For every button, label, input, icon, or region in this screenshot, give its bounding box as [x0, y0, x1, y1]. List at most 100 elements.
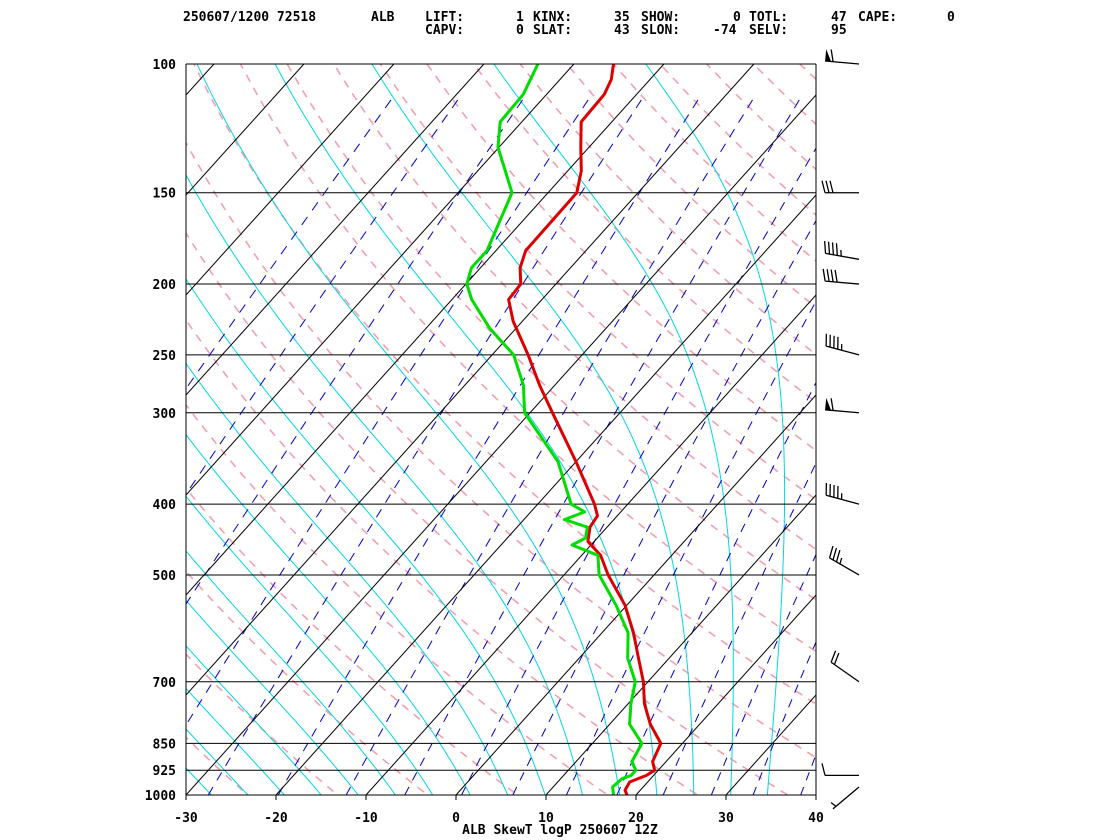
moist-adiabat-line	[196, 64, 621, 795]
mixing-ratio-dash	[160, 524, 165, 532]
mixing-ratio-dash	[583, 552, 589, 562]
mixing-ratio-dash	[485, 333, 492, 343]
pressure-tick-label: 850	[153, 737, 177, 752]
pressure-tick-label: 500	[153, 569, 177, 584]
mixing-ratio-dash	[975, 217, 979, 225]
mixing-ratio-dash	[664, 318, 670, 328]
mixing-ratio-dash	[369, 742, 376, 752]
mixing-ratio-dash	[116, 480, 122, 488]
wind-barb	[825, 397, 860, 414]
mixing-ratio-dash	[869, 348, 873, 356]
mixing-ratio-dash	[754, 245, 760, 255]
mixing-ratio-dash	[741, 713, 746, 723]
mixing-ratio-dash	[671, 392, 677, 401]
mixing-ratio-dash	[840, 100, 845, 108]
mixing-ratio-dash	[647, 435, 653, 445]
wind-barb-staff	[825, 252, 860, 260]
mixing-ratio-dash	[655, 421, 661, 430]
mixing-ratio-dash	[290, 435, 297, 445]
mixing-ratio-dash	[769, 465, 775, 474]
mixing-ratio-dash	[758, 158, 765, 167]
isotherm-line	[186, 64, 485, 396]
moist-adiabat-line	[371, 64, 695, 795]
mixing-ratio-dash	[486, 143, 494, 153]
mixing-ratio-dash	[555, 318, 562, 328]
moist-adiabat-line	[186, 550, 397, 795]
mixing-ratio-dash	[698, 260, 704, 270]
mixing-ratio-dash	[259, 275, 267, 284]
mixing-ratio-dash	[773, 640, 778, 650]
mixing-ratio-dash	[131, 568, 136, 576]
mixing-ratio-dash	[428, 333, 435, 343]
temperature-tick-label: -20	[264, 811, 288, 826]
mixing-ratio-dash	[197, 362, 205, 372]
dry-adiabat-line	[847, 64, 1120, 811]
mixing-ratio-dash	[899, 217, 903, 225]
mixing-ratio-dash	[613, 318, 620, 328]
mixing-ratio-dash	[888, 568, 891, 576]
mixing-ratio-dash	[555, 699, 561, 708]
mixing-ratio-dash	[929, 231, 933, 239]
mixing-ratio-dash	[998, 100, 1002, 108]
mixing-ratio-dash	[35, 597, 41, 605]
mixing-ratio-dash	[776, 450, 782, 460]
pressure-tick-label: 250	[153, 349, 177, 364]
mixing-ratio-dash	[835, 699, 838, 707]
mixing-ratio-dash	[911, 422, 915, 430]
mixing-ratio-dash	[440, 508, 446, 518]
mixing-ratio-dash	[513, 684, 519, 693]
mixing-ratio-dash	[451, 699, 457, 708]
mixing-ratio-dash	[435, 625, 441, 635]
mixing-ratio-dash	[1016, 202, 1020, 210]
mixing-ratio-dash	[858, 641, 861, 649]
wind-barb	[823, 241, 860, 260]
mixing-ratio-dash	[302, 742, 309, 752]
mixing-ratio-dash	[998, 319, 1002, 327]
mixing-ratio-dash	[340, 567, 346, 576]
mixing-ratio-dash	[884, 480, 888, 488]
mixing-ratio-dash	[655, 158, 662, 167]
mixing-ratio-dash	[605, 333, 611, 343]
mixing-ratio-dash	[52, 685, 57, 693]
mixing-ratio-dash	[427, 231, 434, 240]
mixing-ratio-dash	[638, 538, 644, 547]
mixing-ratio-dash	[1019, 275, 1023, 283]
temperature-tick-label: 0	[452, 811, 460, 826]
mixing-ratio-dash	[770, 742, 775, 752]
mixing-ratio-dash	[771, 216, 777, 226]
wind-barb-full	[826, 269, 830, 282]
header-field: CAPV:	[425, 23, 464, 38]
mixing-ratio-dash	[762, 231, 769, 240]
mixing-ratio-dash	[498, 611, 505, 620]
mixing-ratio-dash	[868, 275, 872, 283]
wind-barb-full	[830, 398, 834, 411]
wind-barb-full	[821, 180, 826, 193]
mixing-ratio-dash	[476, 260, 483, 270]
mixing-ratio-dash	[519, 479, 525, 489]
mixing-ratio-dash	[716, 772, 722, 781]
mixing-ratio-dash	[985, 348, 989, 356]
mixing-ratio-dash	[838, 582, 842, 590]
mixing-ratio-dash	[261, 479, 268, 489]
mixing-ratio-dash	[494, 318, 501, 328]
mixing-ratio-dash	[119, 699, 124, 707]
mixing-ratio-dash	[55, 568, 61, 576]
mixing-ratio-dash	[776, 128, 783, 138]
mixing-ratio-dash	[818, 290, 822, 298]
mixing-ratio-dash	[322, 596, 328, 606]
mixing-ratio-dash	[615, 494, 621, 503]
wind-barb-full	[831, 242, 835, 255]
mixing-ratio-dash	[451, 99, 459, 109]
mixing-ratio-dash	[800, 669, 805, 679]
mixing-ratio-dash	[484, 435, 490, 445]
mixing-ratio-dash	[475, 450, 481, 460]
dry-adiabat-line	[893, 64, 1120, 811]
mixing-ratio-dash	[607, 699, 613, 708]
mixing-ratio-dash	[720, 143, 726, 153]
mixing-ratio-dash	[664, 143, 671, 153]
isotherm-line	[186, 94, 816, 795]
mixing-ratio-dash	[1023, 188, 1027, 196]
mixing-ratio-dash	[946, 275, 950, 283]
mixing-ratio-dash	[831, 115, 836, 123]
mixing-ratio-dash	[1040, 231, 1044, 239]
